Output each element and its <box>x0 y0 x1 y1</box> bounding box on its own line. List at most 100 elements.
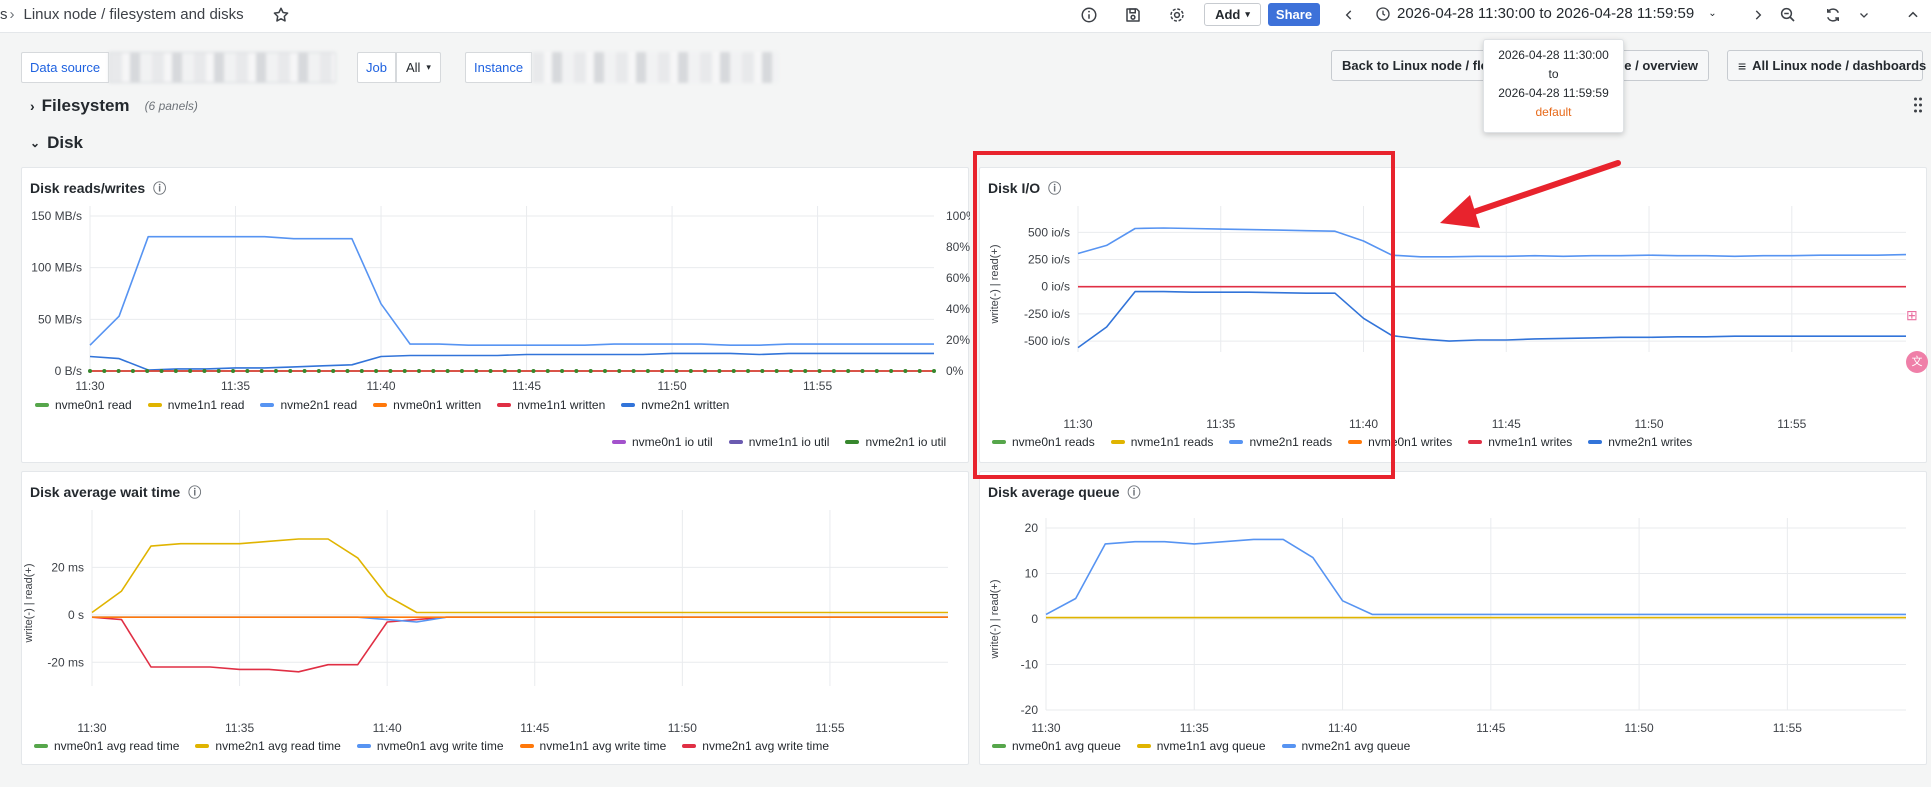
legend-item[interactable]: nvme2n1 written <box>621 398 729 412</box>
io-util-point <box>903 369 908 373</box>
legend-item[interactable]: nvme1n1 read <box>147 398 245 412</box>
legend-label: nvme2n1 written <box>641 398 730 412</box>
io-util-point <box>159 369 164 373</box>
x-tick-label: 11:45 <box>1476 721 1505 735</box>
legend-item[interactable]: nvme1n1 avg queue <box>1136 739 1266 753</box>
y2-tick-label: 60% <box>946 271 970 285</box>
legend-item[interactable]: nvme0n1 reads <box>992 435 1095 449</box>
legend-item[interactable]: nvme0n1 io util <box>612 435 713 449</box>
series-line <box>1045 538 1906 616</box>
legend-item[interactable]: nvme0n1 avg read time <box>34 739 179 753</box>
x-tick-label: 11:55 <box>815 721 844 735</box>
gear-icon[interactable] <box>1168 6 1186 24</box>
share-button[interactable]: Share <box>1268 3 1320 26</box>
y-axis-label: write(-) | read(+) <box>989 580 1001 660</box>
instance-label: Instance <box>465 52 533 83</box>
add-button[interactable]: Add ▾ <box>1204 3 1261 26</box>
chevron-down-icon: ⌄ <box>1708 8 1717 19</box>
apps-icon[interactable]: ⊞ <box>1906 307 1918 323</box>
x-tick-label: 11:30 <box>77 721 106 735</box>
legend-label: nvme1n1 read <box>167 398 245 412</box>
panel-title-text: Disk average wait time <box>30 483 181 500</box>
io-util-point <box>717 369 722 373</box>
page-title: Linux node / filesystem and disks <box>23 6 244 23</box>
x-tick-label: 11:50 <box>668 721 697 735</box>
io-util-point <box>502 369 507 373</box>
chevron-up-icon[interactable] <box>1906 6 1920 24</box>
legend-item[interactable]: nvme1n1 written <box>497 398 605 412</box>
io-util-point <box>259 369 264 373</box>
y-tick-label: 20 ms <box>51 560 84 574</box>
legend-label: nvme0n1 avg read time <box>54 739 180 753</box>
legend-label: nvme0n1 io util <box>632 435 713 449</box>
job-value: All <box>405 60 421 75</box>
translate-icon[interactable]: 文 <box>1906 351 1928 373</box>
tooltip-to-word: to <box>1548 67 1559 81</box>
x-tick-label: 11:40 <box>366 379 395 393</box>
io-util-point <box>245 369 250 373</box>
panel-title: Disk reads/writes ⓘ <box>30 178 166 197</box>
legend-item[interactable]: nvme1n1 avg write time <box>519 739 666 753</box>
panel-title: Disk average queue ⓘ <box>988 482 1141 501</box>
chevron-left-icon[interactable] <box>1342 6 1356 24</box>
y-tick-label: 10 <box>1025 567 1039 581</box>
legend-swatch <box>1588 440 1603 444</box>
io-util-point <box>130 369 135 373</box>
chevron-right-icon[interactable] <box>1751 6 1765 24</box>
io-util-point <box>917 369 922 373</box>
info-icon[interactable]: ⓘ <box>1127 485 1141 500</box>
info-icon[interactable] <box>1080 6 1098 24</box>
row-disk[interactable]: ⌄ Disk <box>30 133 83 153</box>
x-tick-label: 11:50 <box>1634 417 1663 431</box>
legend-item[interactable]: nvme2n1 io util <box>845 435 946 449</box>
legend-item[interactable]: nvme2n1 read <box>260 398 357 412</box>
legend-item[interactable]: nvme0n1 writes <box>1348 435 1452 449</box>
refresh-icon[interactable] <box>1824 6 1842 24</box>
info-icon[interactable]: ⓘ <box>188 485 202 500</box>
chevron-down-icon[interactable] <box>1858 6 1870 24</box>
legend-item[interactable]: nvme1n1 io util <box>728 435 829 449</box>
legend-item[interactable]: nvme0n1 avg write time <box>356 739 504 753</box>
row-filesystem[interactable]: › Filesystem (6 panels) <box>30 96 198 116</box>
y-tick-label: -20 <box>1021 703 1039 717</box>
instance-select[interactable] <box>532 52 779 83</box>
legend-item[interactable]: nvme0n1 written <box>373 398 481 412</box>
y-tick-label: 20 <box>1025 521 1039 535</box>
io-util-point <box>488 369 493 373</box>
io-util-point <box>860 369 865 373</box>
io-util-point <box>231 369 236 373</box>
legend-item[interactable]: nvme1n1 reads <box>1110 435 1213 449</box>
legend-item[interactable]: nvme0n1 avg queue <box>992 739 1121 753</box>
y-axis-label: write(-) | read(+) <box>23 564 35 644</box>
series-line <box>89 352 934 371</box>
series-line <box>1077 290 1906 349</box>
job-select[interactable]: All ▾ <box>395 52 441 83</box>
legend-item[interactable]: nvme1n1 writes <box>1468 435 1572 449</box>
all-dashboards-button[interactable]: ≡ All Linux node / dashboards <box>1727 50 1926 81</box>
info-icon[interactable]: ⓘ <box>1048 181 1062 196</box>
save-icon[interactable] <box>1124 6 1142 24</box>
y-tick-label: -250 io/s <box>1024 307 1070 321</box>
info-icon[interactable]: ⓘ <box>153 181 167 196</box>
legend-item[interactable]: nvme2n1 reads <box>1229 435 1332 449</box>
legend-label: nvme0n1 avg queue <box>1012 739 1121 753</box>
time-range-picker[interactable]: 2026-04-28 11:30:00 to 2026-04-28 11:59:… <box>1375 5 1717 22</box>
y-tick-label: 150 MB/s <box>31 209 82 223</box>
legend-swatch <box>612 440 626 444</box>
legend-item[interactable]: nvme0n1 read <box>35 398 132 412</box>
legend-item[interactable]: nvme2n1 writes <box>1588 435 1692 449</box>
datasource-select[interactable] <box>109 52 337 83</box>
y2-tick-label: 40% <box>946 302 970 316</box>
io-util-point <box>388 369 393 373</box>
zoom-out-icon[interactable] <box>1779 6 1797 24</box>
breadcrumb-parent[interactable]: s <box>0 6 8 23</box>
row-filesystem-title: Filesystem <box>41 96 130 115</box>
legend-item[interactable]: nvme2n1 avg read time <box>195 739 341 753</box>
legend-label: nvme0n1 read <box>55 398 132 412</box>
legend-item[interactable]: nvme2n1 avg write time <box>682 739 829 753</box>
legend-item[interactable]: nvme2n1 avg queue <box>1281 739 1410 753</box>
io-util-point <box>703 369 708 373</box>
drag-handle-icon[interactable] <box>1913 96 1923 116</box>
x-tick-label: 11:55 <box>1773 721 1802 735</box>
star-icon[interactable] <box>272 6 290 24</box>
